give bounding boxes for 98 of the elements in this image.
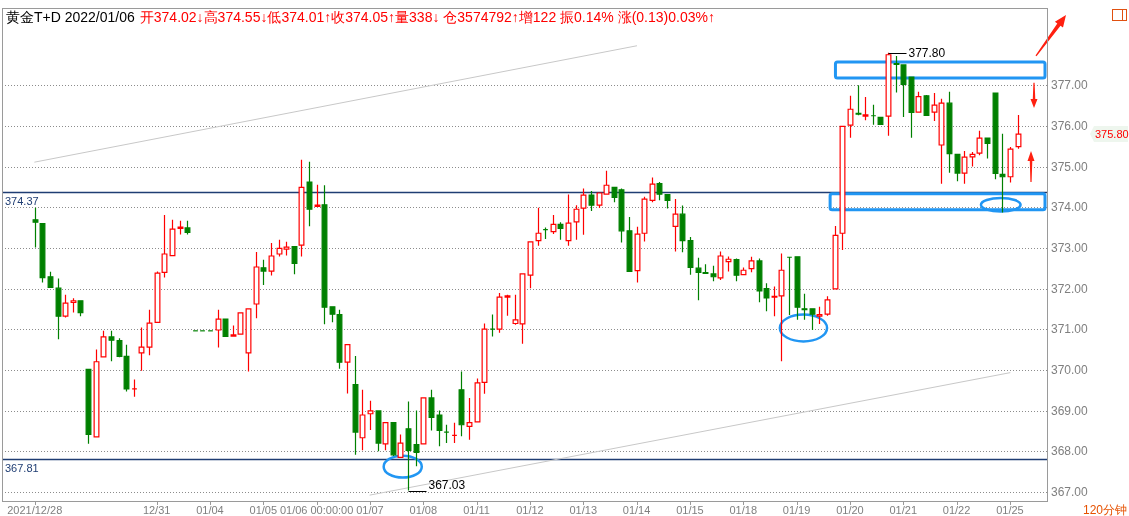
x-tick-label: 01/14 bbox=[622, 504, 651, 516]
candlestick bbox=[999, 133, 1006, 214]
candlestick bbox=[70, 297, 77, 314]
chart-subtitle: 开374.02↓高374.55↓低374.01↑收374.05↑量338↓ 仓3574792↑增122 振0.14% 涨(0.13)0.03%↑ bbox=[139, 9, 715, 25]
x-tick-label: 01/22 bbox=[942, 504, 971, 516]
x-tick-label: 01/20 bbox=[836, 504, 864, 516]
candlestick bbox=[489, 313, 496, 338]
candlestick bbox=[451, 422, 458, 444]
ref-line-label: 367.81 bbox=[5, 461, 39, 474]
candlestick bbox=[877, 116, 884, 126]
candlestick bbox=[131, 379, 138, 398]
candlestick bbox=[291, 246, 298, 275]
candlestick bbox=[260, 259, 267, 286]
y-tick-label: 376.00 bbox=[1051, 118, 1089, 133]
candlestick bbox=[298, 159, 305, 258]
candlestick bbox=[359, 389, 366, 451]
candlestick bbox=[976, 130, 983, 156]
candlestick bbox=[390, 422, 397, 457]
x-tick-label: 01/12 bbox=[516, 504, 544, 516]
candlestick bbox=[1007, 146, 1014, 184]
candlestick bbox=[885, 52, 892, 137]
candlestick bbox=[77, 300, 84, 317]
candlestick bbox=[862, 96, 869, 121]
y-tick-label: 375.00 bbox=[1051, 159, 1089, 174]
candlestick bbox=[786, 256, 793, 316]
candlestick bbox=[184, 220, 191, 236]
chart-title: 黄金T+D 2022/01/06 bbox=[6, 9, 136, 25]
y-tick-label: 367.00 bbox=[1051, 484, 1089, 499]
candlestick bbox=[588, 190, 595, 212]
x-tick-label: 01/11 bbox=[463, 504, 490, 516]
candlestick bbox=[740, 266, 747, 276]
annotation: 377.80 bbox=[908, 45, 946, 60]
candlestick bbox=[794, 256, 801, 321]
candlestick bbox=[375, 410, 382, 452]
candlestick bbox=[855, 84, 862, 116]
x-tick-label: 01/04 bbox=[196, 504, 224, 516]
annotation: 367.03 bbox=[428, 477, 466, 492]
candlestick bbox=[443, 424, 450, 444]
candlestick bbox=[222, 318, 229, 338]
candlestick bbox=[268, 242, 275, 277]
y-tick-label: 373.00 bbox=[1051, 240, 1089, 255]
x-tick-label: 01/21 bbox=[889, 504, 918, 516]
y-tick-label: 371.00 bbox=[1051, 322, 1089, 337]
candlestick bbox=[458, 370, 465, 437]
y-tick-label: 377.00 bbox=[1051, 78, 1089, 93]
x-tick-label: 01/05 bbox=[249, 504, 278, 516]
y-tick-label: 370.00 bbox=[1051, 362, 1089, 377]
candlestick bbox=[839, 125, 846, 251]
y-tick-label: 369.00 bbox=[1051, 403, 1089, 418]
candlestick bbox=[382, 422, 389, 451]
candlestick bbox=[969, 151, 976, 168]
y-tick-label: 368.00 bbox=[1051, 444, 1089, 459]
x-tick-label: 01/19 bbox=[782, 504, 811, 516]
candlestick bbox=[733, 257, 740, 282]
candlestick bbox=[946, 91, 953, 174]
candlestick bbox=[397, 433, 404, 458]
candlestick bbox=[870, 104, 877, 126]
candlestick bbox=[215, 309, 222, 349]
x-tick-label: 01/07 bbox=[356, 504, 384, 516]
candlestick bbox=[1015, 114, 1022, 150]
candlestick bbox=[535, 207, 542, 247]
x-tick-label: 01/06 00:00:00 bbox=[279, 504, 354, 516]
x-tick-label: 2021/12/28 bbox=[7, 504, 63, 516]
candlestick bbox=[961, 150, 968, 185]
candlestick bbox=[915, 91, 922, 113]
candlestick bbox=[32, 207, 39, 249]
candlestick bbox=[954, 153, 961, 182]
candlestick bbox=[580, 187, 587, 236]
candlestick bbox=[550, 214, 557, 235]
x-tick-label: 01/15 bbox=[676, 504, 704, 516]
candlestick bbox=[62, 294, 69, 319]
candlestick bbox=[420, 397, 427, 445]
x-tick-label: 01/25 bbox=[996, 504, 1024, 516]
text: 375.80 bbox=[1095, 128, 1129, 141]
candlestick bbox=[93, 348, 100, 438]
candlestick bbox=[847, 95, 854, 139]
candlestick bbox=[85, 368, 92, 445]
x-tick-label: 01/18 bbox=[729, 504, 758, 516]
candlestick bbox=[253, 251, 260, 319]
candlestick bbox=[344, 344, 351, 395]
candlestick bbox=[832, 225, 839, 290]
x-tick-label: 01/08 bbox=[409, 504, 438, 516]
y-tick-label: 372.00 bbox=[1051, 281, 1089, 296]
candlestick bbox=[352, 355, 359, 456]
candlestick bbox=[100, 330, 107, 358]
candlestick bbox=[367, 400, 374, 431]
candlestick bbox=[672, 198, 679, 253]
x-tick-label: 12/31 bbox=[142, 504, 171, 516]
y-tick-label: 374.00 bbox=[1051, 200, 1089, 215]
candlestick bbox=[306, 161, 313, 227]
candlestick bbox=[923, 94, 930, 117]
candlestick bbox=[557, 221, 564, 241]
text: 120分钟 bbox=[1082, 503, 1127, 516]
candlestick bbox=[177, 220, 184, 236]
candlestick bbox=[748, 256, 755, 273]
candlestick bbox=[314, 184, 321, 208]
ref-line-label: 374.37 bbox=[5, 194, 39, 207]
x-tick-label: 01/13 bbox=[569, 504, 598, 516]
